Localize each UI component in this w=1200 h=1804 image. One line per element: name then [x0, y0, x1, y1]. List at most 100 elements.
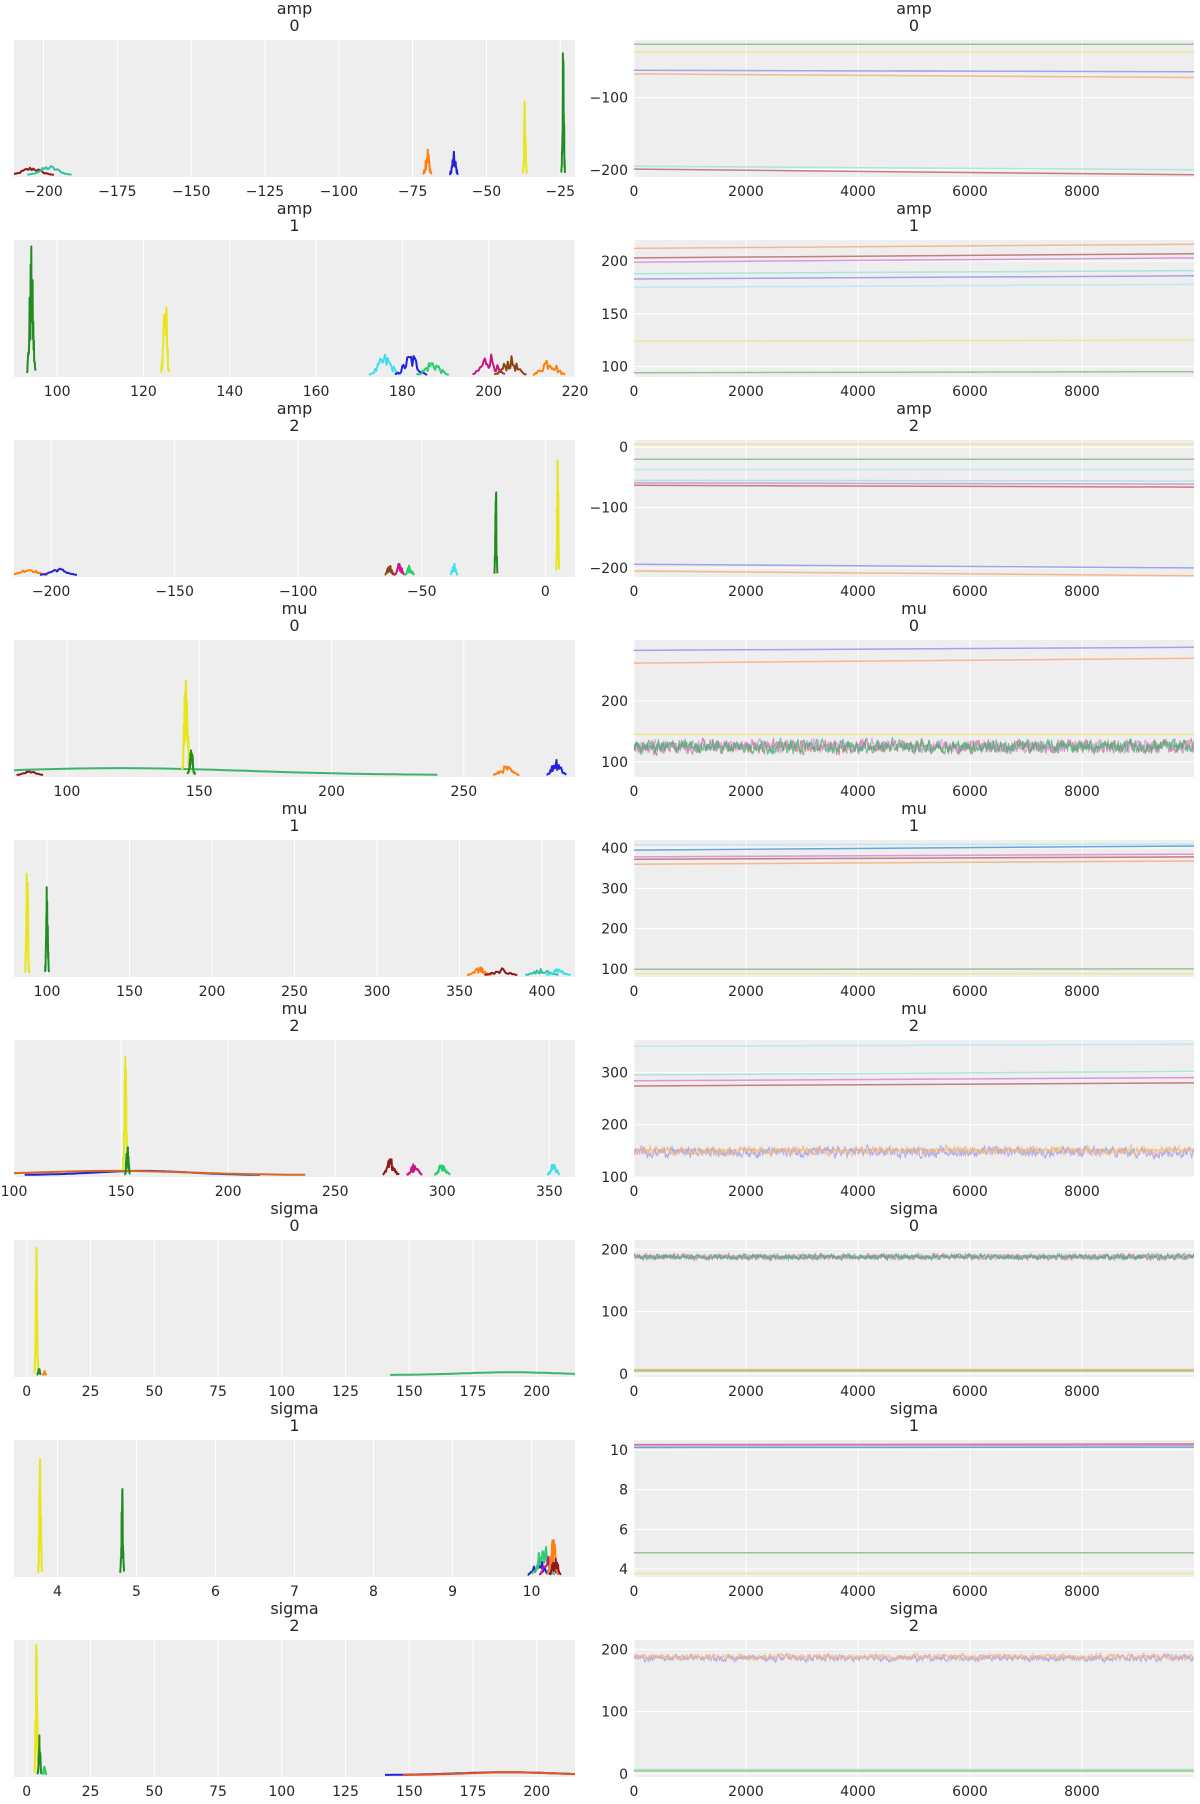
- x-tick-label: 150: [396, 1384, 423, 1400]
- x-tick-label: 4000: [840, 184, 876, 200]
- x-tick-label: 0: [630, 784, 639, 800]
- plot-area: [14, 440, 575, 577]
- plot-area: [634, 1440, 1194, 1577]
- x-tick-label: 6000: [952, 584, 988, 600]
- x-tick-label: 175: [460, 1784, 487, 1800]
- x-tick-label: 6000: [952, 784, 988, 800]
- panel-title-line: 0: [909, 1216, 919, 1235]
- x-tick-label: −200: [32, 584, 70, 600]
- x-tick-label: 8: [369, 1584, 378, 1600]
- x-tick-label: 25: [82, 1384, 100, 1400]
- x-tick-label: 6000: [952, 1184, 988, 1200]
- panel-title-line: 0: [909, 16, 919, 35]
- x-tick-label: −50: [472, 184, 502, 200]
- x-tick-label: 2000: [728, 1184, 764, 1200]
- panel-title-line: 2: [909, 1616, 919, 1635]
- x-tick-label: 2000: [728, 1384, 764, 1400]
- panel-title-line: 0: [909, 616, 919, 635]
- x-tick-label: −175: [98, 184, 136, 200]
- x-tick-label: 4: [53, 1584, 62, 1600]
- panel-title-line: 1: [909, 1416, 919, 1435]
- x-tick-label: −25: [545, 184, 575, 200]
- x-tick-label: 120: [130, 384, 157, 400]
- x-tick-label: 6000: [952, 1584, 988, 1600]
- plot-area: [14, 1040, 575, 1177]
- x-tick-label: 50: [145, 1384, 163, 1400]
- x-tick-label: 100: [44, 384, 71, 400]
- x-tick-label: 2000: [728, 984, 764, 1000]
- panel-title-line: 0: [289, 16, 299, 35]
- x-tick-label: 8000: [1064, 1184, 1100, 1200]
- x-tick-label: 200: [318, 784, 345, 800]
- panel-title-line: 0: [289, 616, 299, 635]
- y-tick-label: 200: [601, 922, 628, 938]
- y-tick-label: 200: [601, 254, 628, 270]
- x-tick-label: 8000: [1064, 1584, 1100, 1600]
- x-tick-label: 4000: [840, 1584, 876, 1600]
- y-tick-label: 10: [610, 1443, 628, 1459]
- x-tick-label: 2000: [728, 1584, 764, 1600]
- x-tick-label: 200: [215, 1184, 242, 1200]
- y-tick-label: 4: [619, 1562, 628, 1578]
- plot-area: [634, 1040, 1194, 1177]
- x-tick-label: 0: [630, 584, 639, 600]
- plot-area: [14, 1240, 575, 1377]
- y-tick-label: 300: [601, 1065, 628, 1081]
- x-tick-label: 175: [460, 1384, 487, 1400]
- x-tick-label: 125: [332, 1784, 359, 1800]
- x-tick-label: 150: [116, 984, 143, 1000]
- trace-series: [634, 844, 1194, 845]
- y-tick-label: 100: [601, 755, 628, 771]
- x-tick-label: 0: [630, 384, 639, 400]
- x-tick-label: 0: [22, 1784, 31, 1800]
- x-tick-label: 5: [132, 1584, 141, 1600]
- x-tick-label: 4000: [840, 1784, 876, 1800]
- x-tick-label: 10: [523, 1584, 541, 1600]
- panel-title-line: 1: [289, 816, 299, 835]
- trace-series: [634, 480, 1194, 481]
- x-tick-label: 200: [523, 1784, 550, 1800]
- x-tick-label: 2000: [728, 584, 764, 600]
- x-tick-label: 300: [364, 984, 391, 1000]
- panel-title-line: 2: [289, 416, 299, 435]
- x-tick-label: 0: [630, 1584, 639, 1600]
- y-tick-label: 100: [601, 359, 628, 375]
- panel-title-line: 1: [289, 1416, 299, 1435]
- x-tick-label: 6: [211, 1584, 220, 1600]
- x-tick-label: 4000: [840, 384, 876, 400]
- plot-area: [634, 1240, 1194, 1377]
- plot-area: [14, 1640, 575, 1777]
- x-tick-label: 0: [630, 1384, 639, 1400]
- x-tick-label: 75: [209, 1384, 227, 1400]
- x-tick-label: 6000: [952, 1784, 988, 1800]
- panel-title-line: 2: [909, 1016, 919, 1035]
- y-tick-label: −100: [590, 91, 628, 107]
- x-tick-label: 0: [630, 1184, 639, 1200]
- x-tick-label: 4000: [840, 1184, 876, 1200]
- x-tick-label: 6000: [952, 984, 988, 1000]
- x-tick-label: 125: [332, 1384, 359, 1400]
- x-tick-label: −150: [172, 184, 210, 200]
- y-tick-label: 400: [601, 841, 628, 857]
- x-tick-label: 100: [268, 1784, 295, 1800]
- x-tick-label: 9: [448, 1584, 457, 1600]
- x-tick-label: 8000: [1064, 384, 1100, 400]
- x-tick-label: 4000: [840, 1384, 876, 1400]
- y-tick-label: −200: [590, 561, 628, 577]
- x-tick-label: 0: [630, 184, 639, 200]
- x-tick-label: 350: [536, 1184, 563, 1200]
- x-tick-label: 6000: [952, 384, 988, 400]
- y-tick-label: 150: [601, 307, 628, 323]
- panel-title-line: 1: [909, 816, 919, 835]
- x-tick-label: 100: [1, 1184, 28, 1200]
